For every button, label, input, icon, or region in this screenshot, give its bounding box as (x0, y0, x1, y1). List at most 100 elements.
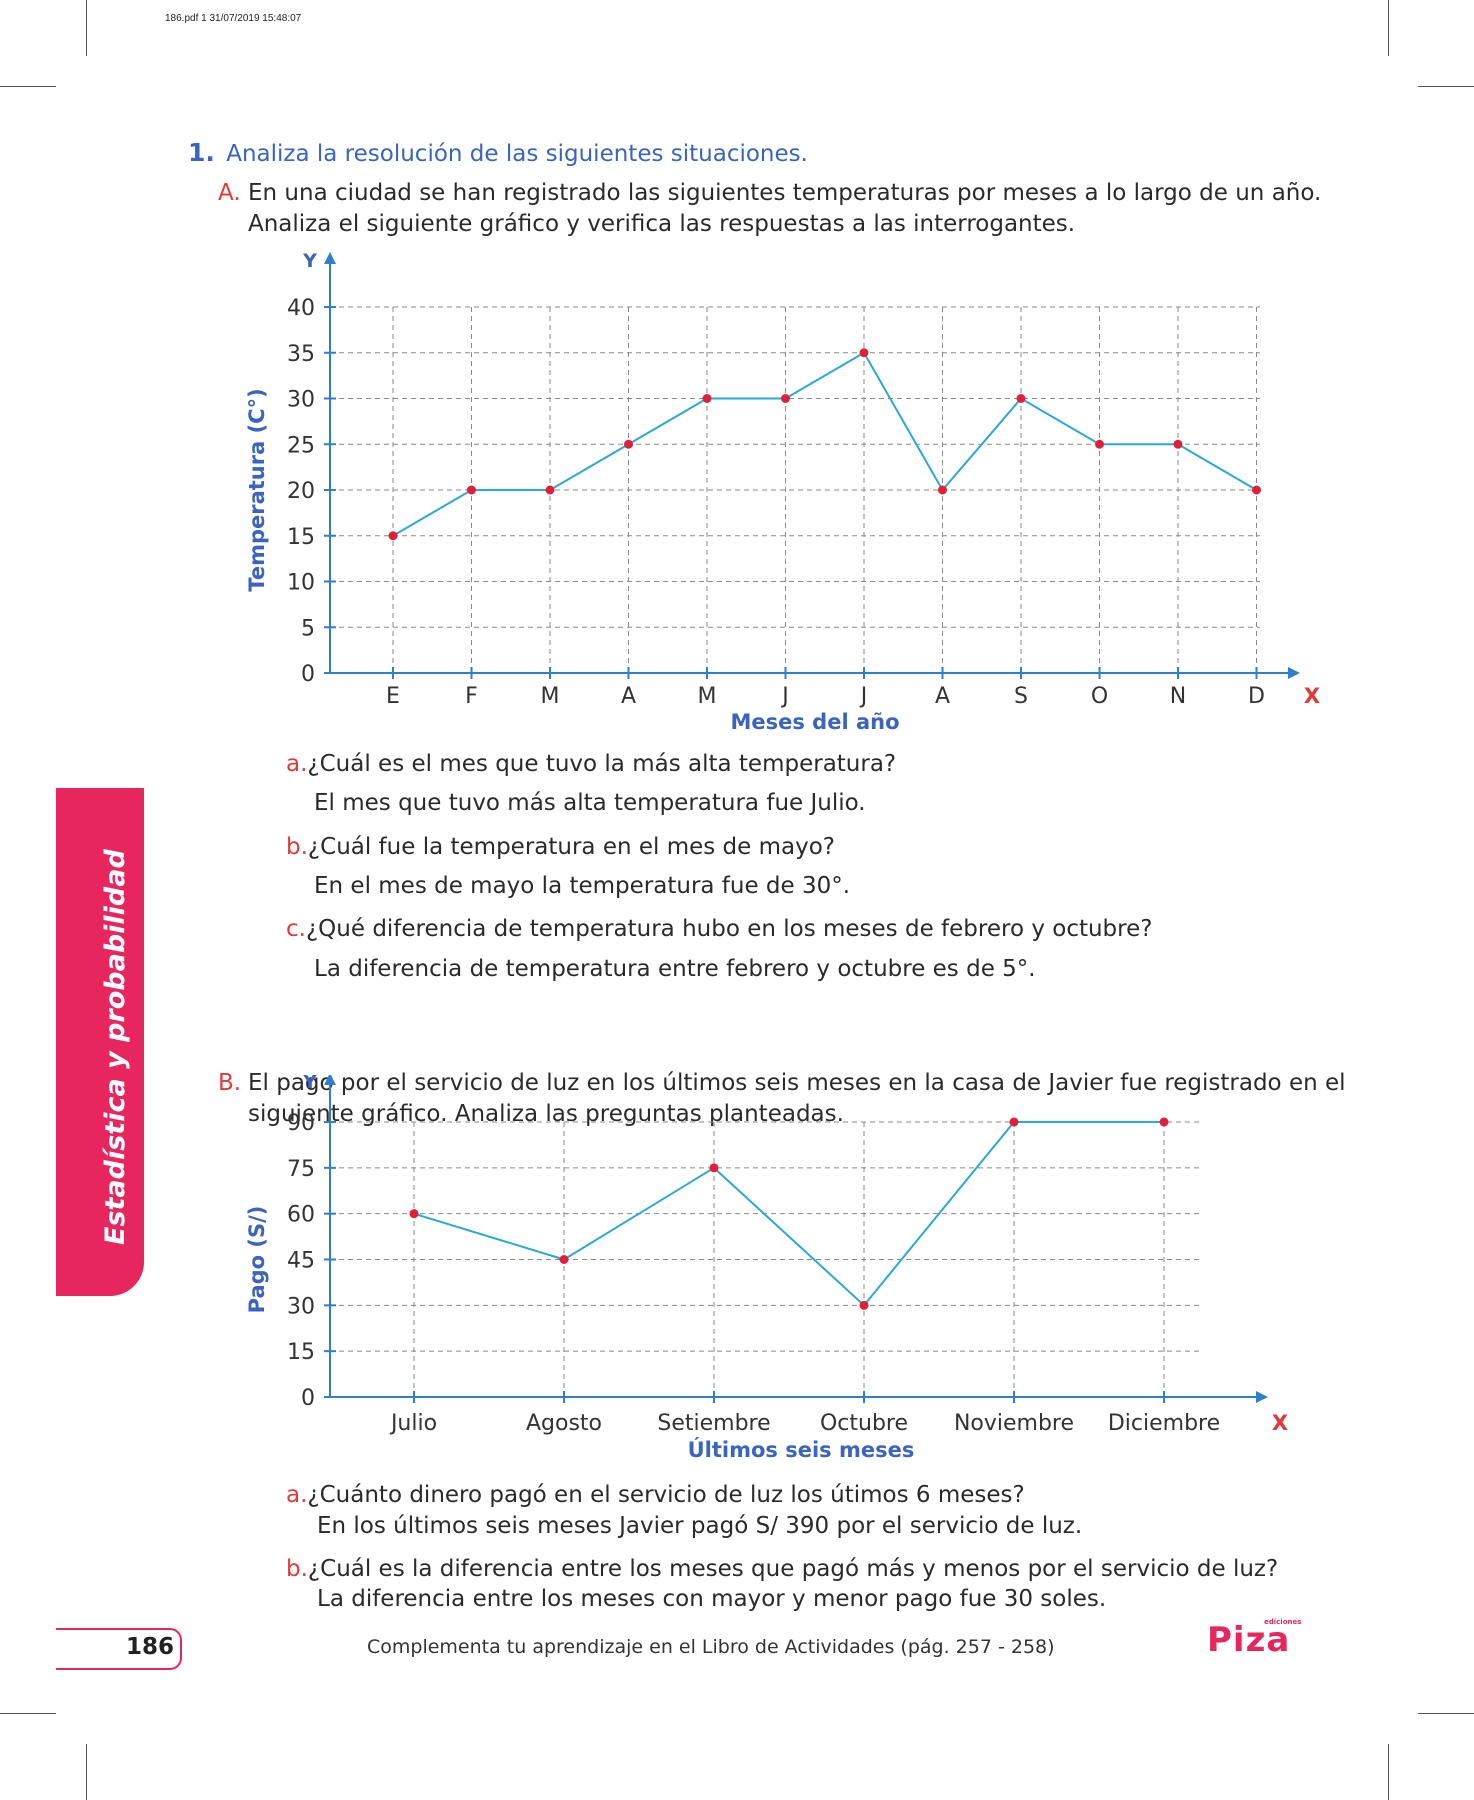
y-tick-label: 0 (301, 662, 315, 687)
question-label: a. (286, 751, 308, 777)
y-tick-label: 35 (287, 342, 315, 367)
data-point (409, 1209, 419, 1219)
x-tick-label: S (1014, 684, 1028, 709)
y-tick-label: 15 (287, 525, 315, 550)
y-tick-label: 15 (287, 1340, 315, 1365)
x-tick-label: M (541, 684, 560, 709)
series-line (413, 1121, 1164, 1307)
y-tick-label: 25 (287, 433, 315, 458)
part-a-question-a: a.¿Cuál es el mes que tuvo la más alta t… (286, 748, 896, 780)
section-sidebar-tab (56, 788, 144, 1296)
temperature-chart: 0 5 10 15 20 25 30 35 40 E F M A M J J A S O N D X Y Meses del … (245, 250, 1320, 734)
crop-mark (0, 86, 56, 87)
part-a-answer-b: En el mes de mayo la temperatura fue de … (314, 873, 851, 899)
crop-mark (1418, 86, 1474, 87)
question-text: ¿Cuál fue la temperatura en el mes de ma… (307, 834, 836, 860)
part-b-question-b: b.¿Cuál es la diferencia entre los meses… (286, 1553, 1278, 1585)
data-point (624, 439, 633, 449)
data-point (1009, 1117, 1019, 1127)
part-b-text: El pago por el servicio de luz en los úl… (248, 1070, 1346, 1127)
x-tick-label: A (621, 684, 636, 709)
part-b-question-a: a.¿Cuánto dinero pagó en el servicio de … (286, 1479, 1025, 1511)
x-tick-label: O (1091, 684, 1108, 709)
y-tick-label: 0 (301, 1386, 315, 1411)
x-axis-arrow (1288, 667, 1300, 679)
data-point (702, 394, 712, 403)
question-text: ¿Qué diferencia de temperatura hubo en l… (305, 916, 1153, 942)
y-tick-label: 20 (287, 479, 315, 504)
crop-mark (86, 1744, 87, 1800)
y-tick-label: 30 (287, 1294, 315, 1319)
x-tick-label: J (859, 684, 868, 709)
x-tick-label: M (698, 684, 717, 709)
x-axis-letter: X (1304, 684, 1320, 708)
y-tick-label: 90 (287, 1111, 315, 1136)
y-tick-label: 10 (287, 571, 315, 596)
series-line (392, 351, 1258, 537)
y-tick-label: 75 (287, 1157, 315, 1182)
x-tick-label: Octubre (820, 1411, 908, 1436)
y-axis-arrow (324, 1075, 336, 1085)
data-point (1173, 439, 1183, 449)
x-tick-label: Noviembre (954, 1411, 1074, 1436)
x-tick-label: Agosto (526, 1411, 602, 1436)
crop-mark (86, 0, 87, 56)
part-a-statement: A. En una ciudad se han registrado las s… (218, 178, 1338, 240)
x-tick-label: J (780, 684, 789, 709)
x-tick-label: Diciembre (1108, 1411, 1220, 1436)
data-point (467, 485, 476, 495)
part-a-text: En una ciudad se han registrado las sigu… (248, 180, 1322, 237)
exercise-heading: 1. Analiza la resolución de las siguient… (188, 138, 808, 167)
x-tick-label: Setiembre (657, 1411, 770, 1436)
crop-mark (1388, 0, 1389, 56)
y-axis-title: Pago (S/) (245, 1206, 269, 1314)
x-tick-label: A (935, 684, 950, 709)
pdf-info: 186.pdf 1 31/07/2019 15:48:07 (165, 13, 302, 24)
y-tick-label: 45 (287, 1249, 315, 1274)
data-point (859, 348, 869, 358)
question-text: ¿Cuál es la diferencia entre los meses q… (307, 1556, 1279, 1582)
page-number-box (56, 1628, 182, 1670)
question-label: c. (286, 916, 306, 942)
data-point (388, 531, 398, 541)
crop-mark (1388, 1744, 1389, 1800)
data-point (781, 394, 790, 403)
data-point (938, 485, 947, 495)
data-point (1095, 439, 1104, 449)
data-point (1159, 1117, 1169, 1127)
part-b-answer-a: En los últimos seis meses Javier pagó S/… (317, 1513, 1083, 1539)
question-label: b. (286, 1556, 308, 1582)
x-axis-title: Últimos seis meses (688, 1437, 915, 1462)
y-axis-arrow (324, 252, 336, 264)
data-point (859, 1300, 869, 1310)
payment-chart: 0 15 30 45 60 75 90 Julio Agosto Setiembre Octubre… (245, 1075, 1288, 1462)
question-text: ¿Cuál es el mes que tuvo la más alta tem… (307, 751, 897, 777)
data-point (559, 1255, 569, 1264)
crop-mark (1418, 1713, 1474, 1714)
x-tick-label: D (1248, 684, 1265, 709)
part-a-question-c: c.¿Qué diferencia de temperatura hubo en… (286, 913, 1152, 945)
part-a-question-b: b.¿Cuál fue la temperatura en el mes de … (286, 831, 835, 863)
y-tick-label: 60 (287, 1203, 315, 1228)
y-tick-label: 5 (301, 616, 315, 641)
data-point (1252, 485, 1261, 495)
question-label: b. (286, 834, 308, 860)
part-b-label: B. (218, 1070, 242, 1096)
x-axis-title: Meses del año (730, 710, 899, 734)
part-a-answer-c: La diferencia de temperatura entre febre… (314, 956, 1036, 982)
data-point (545, 485, 555, 495)
data-point (1016, 394, 1026, 403)
x-tick-label: Julio (389, 1411, 437, 1436)
x-tick-label: E (386, 684, 400, 709)
part-a-label: A. (218, 180, 241, 206)
footer-text: Complementa tu aprendizaje en el Libro d… (367, 1636, 1055, 1658)
exercise-number: 1. (188, 138, 215, 167)
sidebar-label: Estadística y probabilidad (100, 849, 131, 1245)
x-axis-arrow (1256, 1391, 1268, 1403)
x-axis-letter: X (1272, 1411, 1288, 1435)
part-a-answer-a: El mes que tuvo más alta temperatura fue… (314, 790, 866, 816)
y-axis-letter: Y (302, 1075, 317, 1093)
data-point (709, 1163, 719, 1173)
part-b-answer-b: La diferencia entre los meses con mayor … (317, 1586, 1107, 1612)
y-tick-label: 30 (287, 388, 315, 413)
